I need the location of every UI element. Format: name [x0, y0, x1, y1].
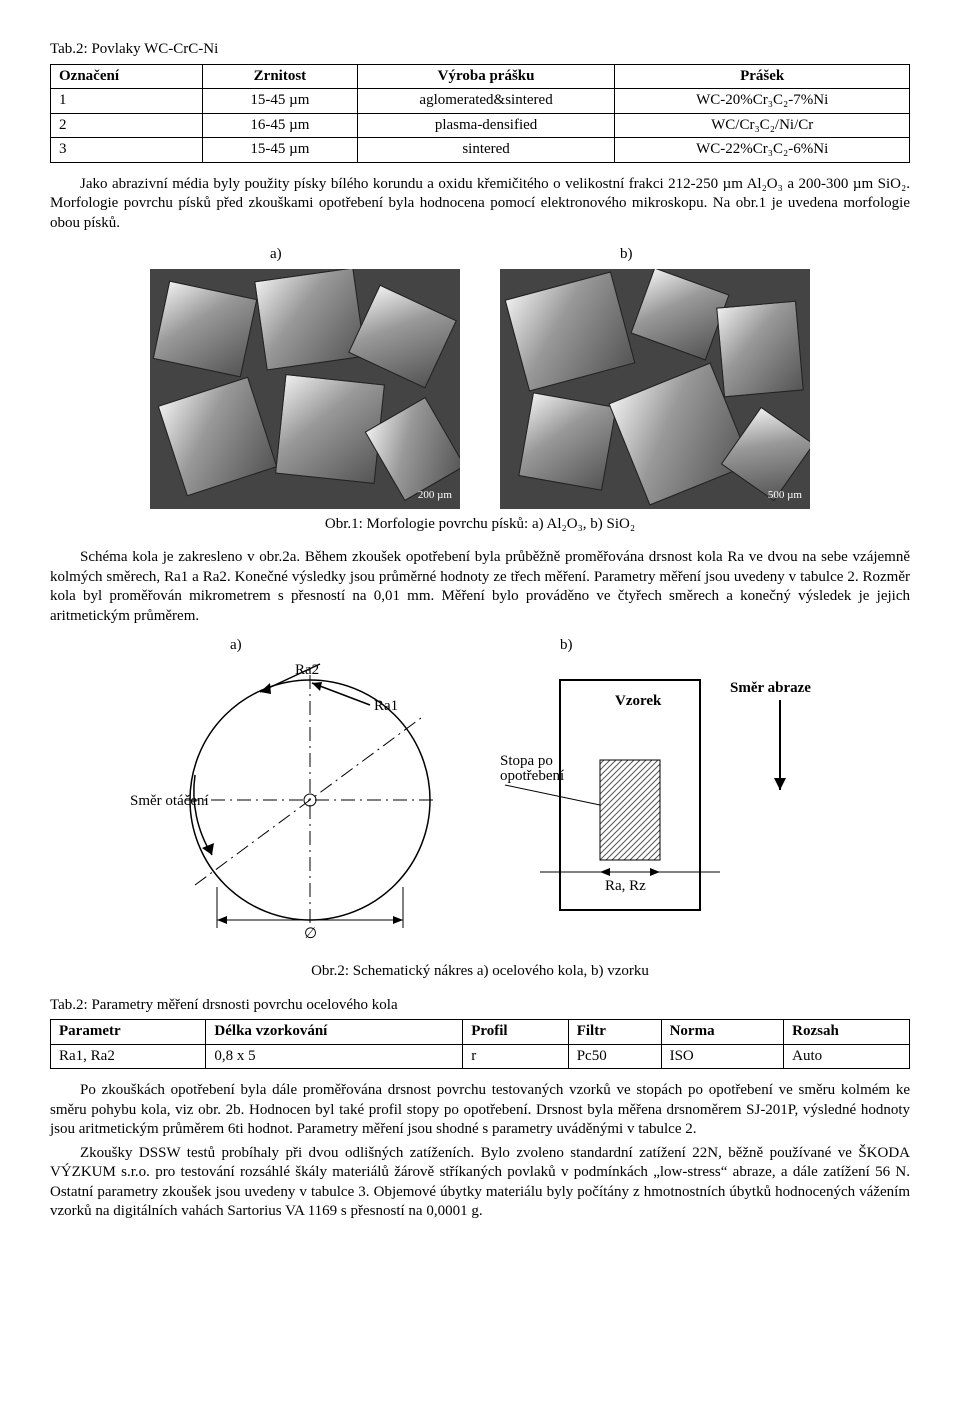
t2-h: Parametr: [51, 1020, 206, 1045]
t1-c: 16-45 µm: [203, 113, 358, 138]
vzorek-label: Vzorek: [615, 693, 662, 709]
figure2-row: a) Ra1 Ra2 Směr otáčení: [50, 636, 910, 956]
t1-c: 15-45 µm: [203, 89, 358, 114]
table1-h1: Zrnitost: [203, 64, 358, 89]
table2-caption: Tab.2: Parametry měření drsnosti povrchu…: [50, 996, 910, 1016]
figure1-row: a) 200 µm b) 500 µm: [50, 245, 910, 509]
ra1-label: Ra1: [374, 698, 398, 714]
t2-c: Pc50: [568, 1044, 661, 1069]
sem-image-b: 500 µm: [500, 269, 810, 509]
t2-h: Rozsah: [784, 1020, 910, 1045]
paragraph-1: Jako abrazivní média byly použity písky …: [50, 175, 910, 234]
figure1b-label: b): [620, 245, 810, 265]
wheel-diagram: Ra1 Ra2 Směr otáčení ∅: [130, 660, 470, 950]
t2-c: ISO: [661, 1044, 784, 1069]
t2-h: Norma: [661, 1020, 784, 1045]
t2-h: Délka vzorkování: [206, 1020, 463, 1045]
paragraph-2: Schéma kola je zakresleno v obr.2a. Běhe…: [50, 548, 910, 626]
t1-c: aglomerated&sintered: [357, 89, 615, 114]
diameter-label: ∅: [304, 926, 317, 942]
stopa-label-l1: Stopa po: [500, 753, 553, 769]
table1-h2: Výroba prášku: [357, 64, 615, 89]
figure2a-col: a) Ra1 Ra2 Směr otáčení: [130, 636, 470, 956]
figure2b-label: b): [560, 636, 830, 656]
figure1-caption: Obr.1: Morfologie povrchu písků: a) Al₂O…: [50, 515, 910, 535]
t2-c: 0,8 x 5: [206, 1044, 463, 1069]
stopa-label-l2: opotřebení: [500, 768, 564, 784]
paragraph-3: Po zkouškách opotřebení byla dále proměř…: [50, 1081, 910, 1140]
table1-row: 2 16-45 µm plasma-densified WC/Cr₃C₂/Ni/…: [51, 113, 910, 138]
table2-row: Ra1, Ra2 0,8 x 5 r Pc50 ISO Auto: [51, 1044, 910, 1069]
t1-c: 3: [51, 138, 203, 163]
table1-caption: Tab.2: Povlaky WC-CrC-Ni: [50, 40, 910, 60]
table1-row: 1 15-45 µm aglomerated&sintered WC-20%Cr…: [51, 89, 910, 114]
table1: Označení Zrnitost Výroba prášku Prášek 1…: [50, 64, 910, 163]
t1-c: WC-22%Cr₃C₂-6%Ni: [615, 138, 910, 163]
t2-c: r: [463, 1044, 569, 1069]
t1-c: plasma-densified: [357, 113, 615, 138]
ra2-label: Ra2: [295, 662, 319, 678]
sample-diagram: Vzorek Stopa po opotřebení Ra, Rz Směr a…: [500, 660, 830, 950]
dir-abrasion-label: Směr abraze: [730, 680, 811, 696]
table1-h0: Označení: [51, 64, 203, 89]
figure1b-col: b) 500 µm: [500, 245, 810, 509]
t2-c: Auto: [784, 1044, 910, 1069]
t2-h: Profil: [463, 1020, 569, 1045]
figure2-caption: Obr.2: Schematický nákres a) ocelového k…: [50, 962, 910, 982]
t2-h: Filtr: [568, 1020, 661, 1045]
ra-rz-label: Ra, Rz: [605, 878, 646, 894]
table2-header-row: Parametr Délka vzorkování Profil Filtr N…: [51, 1020, 910, 1045]
t2-c: Ra1, Ra2: [51, 1044, 206, 1069]
t1-c: WC/Cr₃C₂/Ni/Cr: [615, 113, 910, 138]
figure1a-label: a): [270, 245, 460, 265]
table1-h3: Prášek: [615, 64, 910, 89]
t1-c: 15-45 µm: [203, 138, 358, 163]
sem-image-a: 200 µm: [150, 269, 460, 509]
paragraph-4: Zkoušky DSSW testů probíhaly při dvou od…: [50, 1144, 910, 1222]
t1-c: 1: [51, 89, 203, 114]
sem-b-scale: 500 µm: [768, 488, 802, 502]
table1-row: 3 15-45 µm sintered WC-22%Cr₃C₂-6%Ni: [51, 138, 910, 163]
t1-c: sintered: [357, 138, 615, 163]
figure2a-label: a): [230, 636, 470, 656]
table1-header-row: Označení Zrnitost Výroba prášku Prášek: [51, 64, 910, 89]
sem-a-scale: 200 µm: [418, 488, 452, 502]
t1-c: WC-20%Cr₃C₂-7%Ni: [615, 89, 910, 114]
table2: Parametr Délka vzorkování Profil Filtr N…: [50, 1019, 910, 1069]
dir-rotation-label: Směr otáčení: [130, 793, 209, 809]
figure1a-col: a) 200 µm: [150, 245, 460, 509]
figure2b-col: b) Vzorek Stopa po opotřebení Ra, Rz: [500, 636, 830, 956]
t1-c: 2: [51, 113, 203, 138]
